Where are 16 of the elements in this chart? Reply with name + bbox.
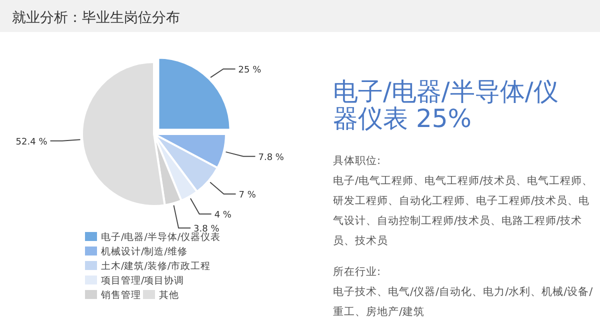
chart-title: 就业分析：毕业生岗位分布 <box>12 10 180 26</box>
legend-label: 项目管理/项目协调 <box>101 274 184 286</box>
text: 电子/电器/半导体/仪器仪表 25% <box>333 77 560 133</box>
text: 所在行业: <box>333 265 382 280</box>
text: 电子/电气工程师、电气工程师/技术员、电气工程师、研发工程师、自动化工程师、电子工程师/技术员、电气设计、自动控制工程师/技术员、电路工程师/技术员、技术员 <box>333 174 594 249</box>
legend-label: 机械设计/制造/维修 <box>101 246 188 258</box>
data-label: 7.8 % <box>258 152 284 163</box>
text: 具体职位: <box>333 154 382 169</box>
text: 电子技术、电气/仪器/自动化、电力/水利、机械/设备/重工、房地产/建筑 <box>333 285 594 320</box>
data-label: 4 % <box>214 210 232 221</box>
legend-label: 销售管理 <box>100 289 141 301</box>
data-label: 52.4 % <box>16 137 48 148</box>
data-label: 7 % <box>238 190 256 200</box>
data-label: 25 % <box>238 65 262 76</box>
legend-label: 其他 <box>159 289 179 301</box>
legend-label: 土木/建筑/装修/市政工程 <box>101 260 211 272</box>
